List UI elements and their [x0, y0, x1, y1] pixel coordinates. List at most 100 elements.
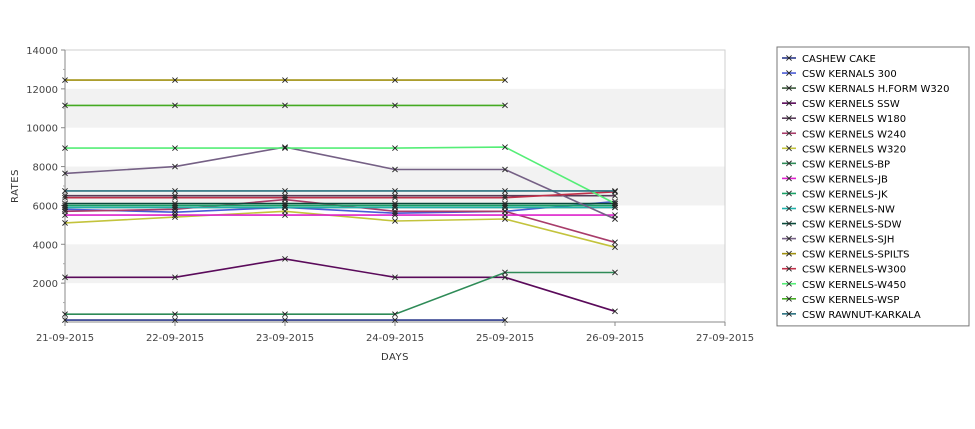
y-tick-label: 2000 — [33, 279, 58, 290]
legend-marker — [786, 235, 792, 242]
legend-item: CSW KERNALS H.FORM W320 — [782, 84, 950, 95]
legend-item: CSW KERNELS-BP — [782, 159, 890, 170]
legend-label: CSW KERNELS-WSP — [802, 295, 899, 306]
x-tick-label: 27-09-2015 — [696, 333, 754, 344]
legend-label: CSW KERNELS-SJH — [802, 235, 894, 246]
legend-marker — [786, 295, 792, 302]
data-point — [392, 166, 398, 173]
data-point — [392, 145, 398, 152]
x-tick-label: 24-09-2015 — [366, 333, 424, 344]
data-point — [282, 187, 288, 194]
data-point — [612, 239, 618, 246]
legend-item: CSW KERNELS W180 — [782, 114, 906, 125]
legend-label: CSW KERNELS-JK — [802, 189, 888, 200]
data-point — [172, 102, 178, 109]
data-point — [502, 317, 508, 323]
data-point — [282, 145, 288, 152]
data-point — [502, 187, 508, 194]
grid-bands — [65, 88, 725, 284]
legend-label: CASHEW CAKE — [802, 54, 876, 65]
data-point — [502, 212, 508, 219]
data-point — [502, 77, 508, 84]
data-point — [62, 77, 68, 84]
data-point — [282, 311, 288, 318]
data-point — [172, 163, 178, 170]
data-point — [282, 255, 288, 262]
data-point — [172, 311, 178, 318]
legend-item: CSW KERNELS-WSP — [782, 295, 899, 306]
data-point — [282, 200, 288, 207]
y-tick-label: 12000 — [26, 85, 58, 96]
legend-marker — [786, 85, 792, 92]
data-point — [62, 192, 68, 199]
legend-marker — [786, 160, 792, 167]
legend: CASHEW CAKE CSW KERNALS 300 CSW KERNALS H.… — [776, 46, 970, 327]
legend-label: CSW KERNELS SSW — [802, 99, 900, 110]
legend-marker — [786, 130, 792, 137]
legend-label: CSW RAWNUT-KARKALA — [802, 310, 921, 321]
x-tick-label: 25-09-2015 — [476, 333, 534, 344]
data-point — [62, 311, 68, 318]
data-point — [612, 187, 618, 194]
legend-marker — [786, 190, 792, 197]
legend-label: CSW KERNELS W240 — [802, 129, 906, 140]
legend-item: CSW KERNELS-JB — [782, 174, 888, 185]
data-point — [392, 194, 398, 201]
legend-marker — [786, 265, 792, 272]
data-point — [612, 216, 618, 222]
legend-label: CSW KERNELS-SPILTS — [802, 250, 910, 261]
data-point — [172, 145, 178, 152]
x-tick-label: 22-09-2015 — [146, 333, 204, 344]
legend-label: CSW KERNELS-W450 — [802, 280, 906, 291]
y-axis-title: RATES — [10, 169, 21, 203]
legend-marker — [786, 100, 792, 107]
x-axis-ticks: 21-09-2015 22-09-2015 23-09-2015 24-09-2015… — [36, 322, 754, 344]
data-point — [502, 202, 508, 209]
legend-marker — [786, 310, 792, 317]
data-point — [502, 274, 508, 281]
data-point — [62, 102, 68, 109]
y-tick-label: 6000 — [33, 201, 58, 212]
legend-item: CSW KERNELS-JK — [782, 189, 888, 200]
legend-label: CSW KERNALS 300 — [802, 69, 897, 80]
legend-item: CSW RAWNUT-KARKALA — [782, 310, 921, 321]
data-point — [502, 144, 508, 151]
data-point — [392, 317, 398, 323]
y-tick-label: 4000 — [33, 240, 58, 251]
grid-band — [65, 88, 725, 128]
legend-marker — [786, 115, 792, 122]
data-point — [62, 200, 68, 207]
series-line — [64, 210, 616, 248]
legend-item: CSW KERNELS W320 — [782, 144, 906, 155]
y-tick-label: 14000 — [26, 46, 58, 57]
legend-item: CSW KERNELS SSW — [782, 99, 900, 110]
data-point — [612, 244, 618, 251]
legend-label: CSW KERNELS-SDW — [802, 220, 902, 231]
data-point — [62, 145, 68, 152]
series-line — [65, 258, 616, 313]
grid-band — [65, 166, 725, 206]
data-point — [62, 194, 68, 201]
data-point — [392, 212, 398, 219]
data-point — [282, 194, 288, 201]
legend-label: CSW KERNELS-NW — [802, 205, 895, 216]
legend-box — [776, 46, 970, 327]
series-markers — [62, 77, 618, 323]
y-axis-ticks: 2000 4000 6000 8000 10000 12000 14000 — [26, 46, 65, 304]
data-point — [172, 187, 178, 194]
data-point — [62, 202, 68, 209]
data-point — [502, 194, 508, 201]
legend-marker — [786, 145, 792, 152]
data-point — [612, 188, 618, 195]
data-point — [282, 102, 288, 109]
data-point — [392, 218, 398, 224]
data-point — [282, 317, 288, 323]
legend-item: CASHEW CAKE — [782, 54, 876, 65]
data-point — [62, 170, 68, 177]
legend-label: CSW KERNALS H.FORM W320 — [802, 84, 950, 95]
legend-item: CSW KERNALS 300 — [782, 69, 897, 80]
legend-label: CSW KERNELS-W300 — [802, 265, 906, 276]
x-tick-label: 26-09-2015 — [586, 333, 644, 344]
data-point — [172, 202, 178, 209]
data-point — [392, 311, 398, 318]
